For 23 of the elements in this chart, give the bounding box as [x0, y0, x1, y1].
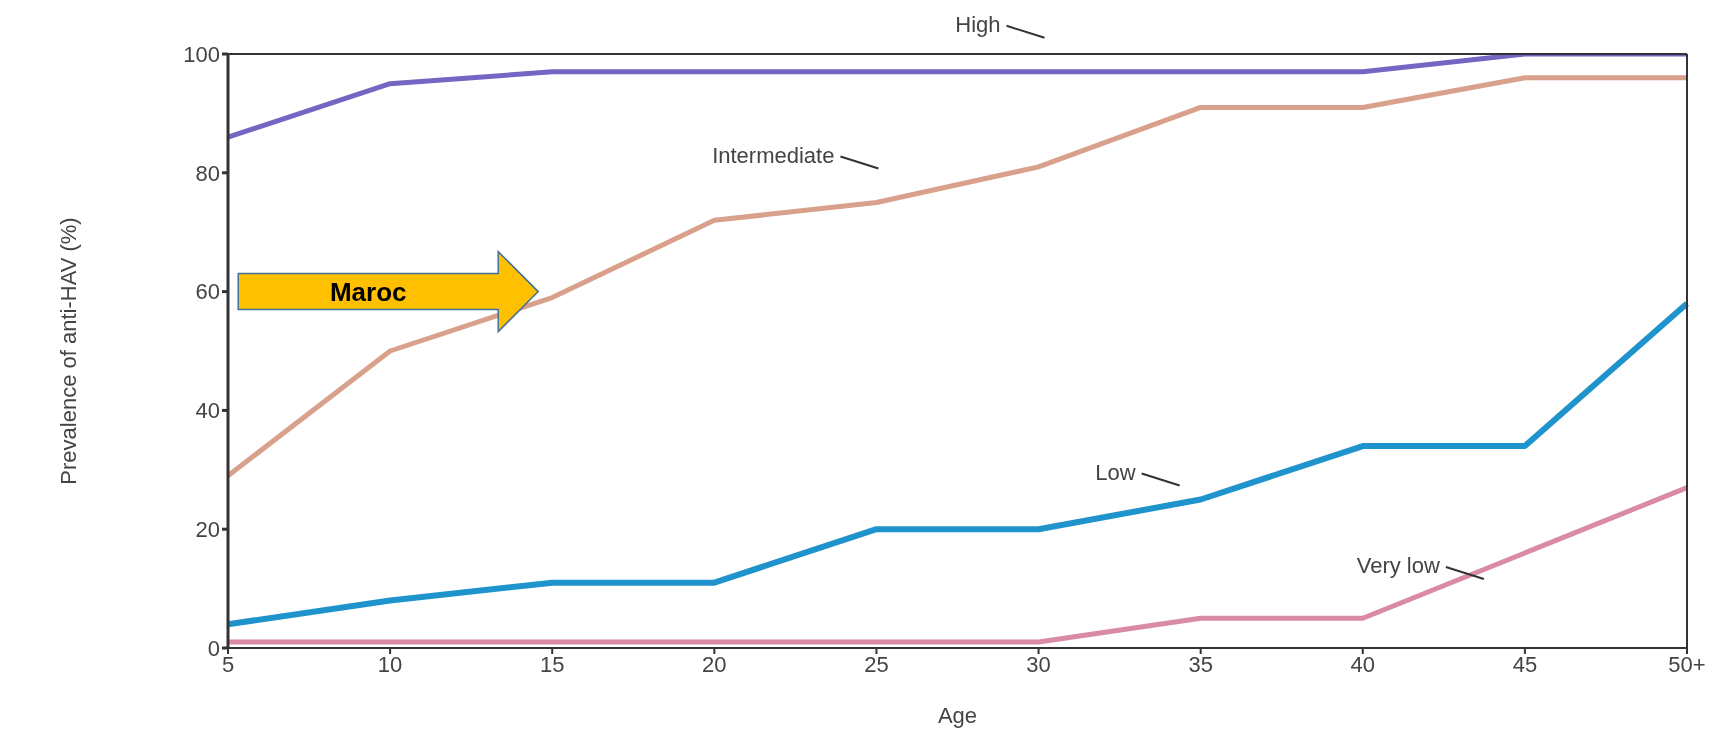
y-tick-label: 60	[195, 279, 220, 305]
annotation: Maroc	[329, 276, 407, 307]
x-tick-label: 30	[1026, 651, 1051, 677]
x-tick-label: 45	[1512, 651, 1538, 677]
x-tick-label: 35	[1188, 651, 1213, 677]
x-tick-label: 10	[377, 651, 403, 677]
x-axis-title: Age	[937, 703, 978, 728]
x-tick-label: 50+	[1668, 651, 1706, 677]
y-tick-label: 40	[195, 398, 220, 424]
x-tick-label: 25	[864, 651, 889, 677]
series-label: High	[955, 11, 1001, 37]
y-tick-label: 0	[207, 635, 220, 661]
x-tick-label: 20	[702, 651, 727, 677]
series-label: Intermediate	[712, 142, 835, 168]
x-tick-label: 15	[539, 651, 565, 677]
x-tick-label: 40	[1350, 651, 1376, 677]
series-label: Low	[1095, 459, 1136, 485]
y-axis-title: Prevalence of anti-HAV (%)	[55, 217, 81, 485]
y-tick-label: 20	[195, 517, 220, 543]
series-label: Very low	[1356, 552, 1440, 578]
y-tick-label: 100	[183, 41, 220, 67]
x-tick-label: 5	[221, 651, 235, 677]
y-tick-label: 80	[195, 160, 220, 186]
